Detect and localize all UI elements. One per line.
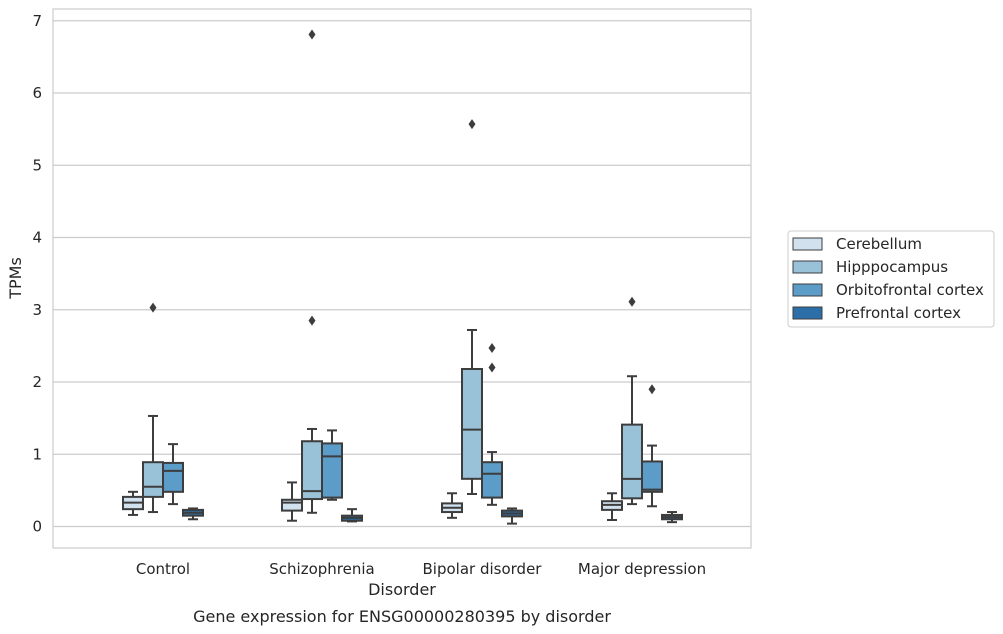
y-tick-label: 2 bbox=[32, 373, 42, 391]
chart-title: Gene expression for ENSG00000280395 by d… bbox=[193, 607, 611, 626]
x-tick-label: Control bbox=[136, 560, 190, 578]
y-axis-title: TPMs bbox=[6, 257, 25, 300]
box-body bbox=[641, 460, 663, 493]
boxes bbox=[122, 29, 683, 525]
outlier-point bbox=[488, 343, 496, 354]
legend-swatch bbox=[792, 260, 823, 274]
y-tick-label: 7 bbox=[32, 12, 42, 30]
box-prefrontal-cortex bbox=[341, 508, 363, 523]
y-tick-labels: 0 1 2 3 4 5 6 7 bbox=[32, 12, 42, 536]
box-orbitofrontal-cortex bbox=[162, 443, 184, 506]
box-body bbox=[461, 367, 483, 480]
outlier-point bbox=[149, 302, 157, 313]
legend-label: Prefrontal cortex bbox=[836, 304, 961, 322]
box-body bbox=[321, 442, 343, 499]
outlier-point bbox=[648, 384, 656, 395]
outlier-point bbox=[468, 119, 476, 130]
box-body bbox=[481, 461, 503, 499]
box-hipppocampus bbox=[301, 29, 323, 514]
outlier-point bbox=[488, 362, 496, 373]
y-tick-label: 6 bbox=[32, 84, 42, 102]
box-cerebellum bbox=[601, 492, 623, 521]
legend: Cerebellum Hipppocampus Orbitofrontal cort… bbox=[787, 230, 995, 328]
legend-label: Hipppocampus bbox=[836, 258, 948, 276]
box-body bbox=[621, 423, 643, 500]
x-axis-title: Disorder bbox=[368, 580, 436, 599]
gridlines bbox=[53, 20, 751, 528]
y-tick-label: 4 bbox=[32, 229, 42, 247]
legend-frame bbox=[787, 230, 995, 328]
plot-area-frame bbox=[52, 8, 752, 549]
outlier-point bbox=[308, 315, 316, 326]
box-cerebellum bbox=[441, 492, 463, 519]
box-hipppocampus bbox=[621, 296, 643, 506]
y-tick-label: 0 bbox=[32, 518, 42, 536]
y-tick-label: 1 bbox=[32, 445, 42, 463]
outlier-point bbox=[308, 29, 316, 40]
x-tick-label: Schizophrenia bbox=[269, 560, 374, 578]
box-hipppocampus bbox=[461, 119, 483, 495]
box-orbitofrontal-cortex bbox=[641, 384, 663, 508]
box-hipppocampus bbox=[142, 302, 164, 514]
legend-label: Orbitofrontal cortex bbox=[836, 281, 984, 299]
legend-swatch bbox=[792, 237, 823, 251]
x-tick-labels: Control Schizophrenia Bipolar disorder Majo… bbox=[136, 560, 706, 578]
outlier-point bbox=[628, 296, 636, 307]
legend-swatch bbox=[792, 283, 823, 297]
box-cerebellum bbox=[281, 481, 303, 522]
box-body bbox=[142, 461, 164, 498]
x-tick-label: Major depression bbox=[578, 560, 706, 578]
box-cerebellum bbox=[122, 490, 144, 516]
y-tick-label: 3 bbox=[32, 301, 42, 319]
legend-swatch bbox=[792, 306, 823, 320]
x-tick-label: Bipolar disorder bbox=[423, 560, 543, 578]
box-prefrontal-cortex bbox=[501, 507, 523, 525]
box-prefrontal-cortex bbox=[182, 507, 204, 521]
box-body bbox=[281, 498, 303, 512]
box-orbitofrontal-cortex bbox=[321, 429, 343, 501]
y-tick-label: 5 bbox=[32, 156, 42, 174]
box-prefrontal-cortex bbox=[661, 511, 683, 524]
legend-label: Cerebellum bbox=[836, 235, 922, 253]
box-body bbox=[162, 461, 184, 493]
box-orbitofrontal-cortex bbox=[481, 343, 503, 506]
